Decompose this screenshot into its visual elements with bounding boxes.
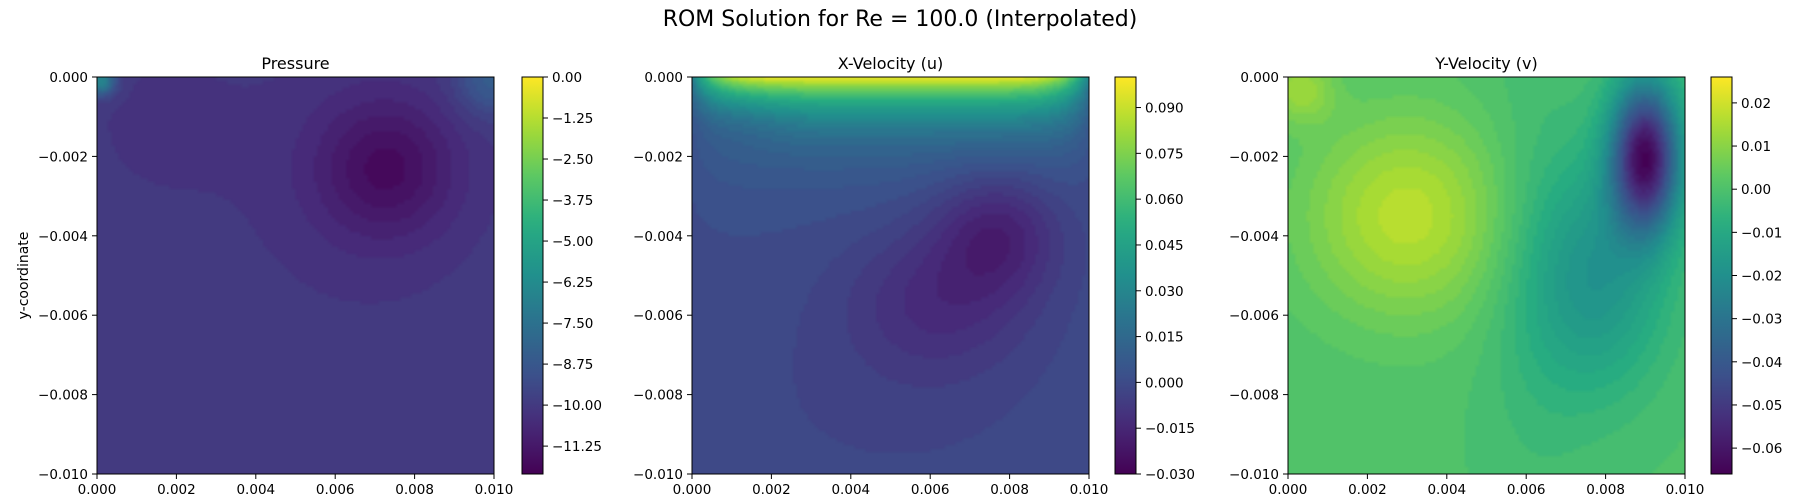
y-tick-label: −0.002 (1229, 149, 1279, 165)
panel-title: Pressure (261, 54, 329, 73)
colorbar-tick-label: −0.06 (1741, 441, 1782, 457)
x-tick-label: 0.006 (316, 482, 355, 498)
heatmap-field (692, 77, 1089, 474)
colorbar-tick-label: 0.00 (1741, 182, 1771, 198)
y-tick-label: −0.004 (38, 229, 88, 245)
colorbar-frame (1114, 76, 1137, 475)
x-tick-label: 0.010 (1666, 482, 1705, 498)
colorbar-tick-label: −0.030 (1145, 467, 1195, 483)
x-tick-label: 0.008 (395, 482, 434, 498)
colorbar-tick-label: 0.02 (1741, 96, 1771, 112)
axes-frame (96, 76, 495, 475)
panel-1: Pressure 0.000 0.002 0.004 0.006 0.008 0.010 0.… (16, 54, 602, 498)
colorbar-tick-label: −0.02 (1741, 269, 1782, 285)
colorbar-tick-label: 0.015 (1145, 330, 1184, 346)
x-tick-label: 0.004 (1427, 482, 1466, 498)
colorbar-frame (521, 76, 544, 475)
panel-2: X-Velocity (u) 0.000 0.002 0.004 0.006 0.008 0… (633, 54, 1195, 498)
colorbar-tick-label: −3.75 (552, 193, 593, 209)
y-tick-label: −0.004 (1229, 229, 1279, 245)
x-tick-label: 0.000 (78, 482, 117, 498)
colorbar-tick-label: 0.090 (1145, 101, 1184, 117)
colorbar-tick-label: −10.00 (552, 398, 602, 414)
panel-title: X-Velocity (u) (838, 54, 943, 73)
panel-3: Y-Velocity (v) 0.000 0.002 0.004 0.006 0.008 0… (1229, 54, 1782, 498)
colorbar-tick-label: −7.50 (552, 316, 593, 332)
panel-title: Y-Velocity (v) (1434, 54, 1538, 73)
x-tick-label: 0.004 (236, 482, 275, 498)
x-tick-label: 0.008 (990, 482, 1029, 498)
y-tick-label: 0.000 (644, 70, 683, 86)
y-tick-label: −0.006 (1229, 308, 1279, 324)
colorbar-tick-label: −5.00 (552, 234, 593, 250)
y-tick-label: 0.000 (49, 70, 88, 86)
x-tick-label: 0.004 (831, 482, 870, 498)
colorbar-tick-label: −11.25 (552, 439, 602, 455)
y-tick-label: −0.006 (38, 308, 88, 324)
y-tick-label: −0.002 (633, 149, 683, 165)
y-tick-label: −0.006 (633, 308, 683, 324)
y-tick-label: −0.008 (633, 388, 683, 404)
colorbar-tick-label: 0.01 (1741, 139, 1771, 155)
colorbar-tick-label: −6.25 (552, 275, 593, 291)
axes-frame (691, 76, 1090, 475)
y-tick-label: 0.000 (1240, 70, 1279, 86)
colorbar-tick-label: 0.000 (1145, 375, 1184, 391)
heatmap-field (97, 77, 494, 474)
colorbar-tick-label: 0.075 (1145, 146, 1184, 162)
x-tick-label: 0.002 (157, 482, 196, 498)
axes-frame (1287, 76, 1686, 475)
colorbar-tick-label: −8.75 (552, 357, 593, 373)
y-tick-label: −0.008 (1229, 388, 1279, 404)
colorbar-tick-label: −2.50 (552, 152, 593, 168)
colorbar-tick-label: −1.25 (552, 111, 593, 127)
x-tick-label: 0.002 (1348, 482, 1387, 498)
colorbar-tick-label: 0.00 (552, 70, 582, 86)
y-tick-label: −0.008 (38, 388, 88, 404)
colorbar-tick-label: 0.060 (1145, 192, 1184, 208)
y-tick-label: −0.010 (1229, 467, 1279, 483)
heatmap-field (1288, 77, 1685, 474)
x-tick-label: 0.000 (673, 482, 712, 498)
x-tick-label: 0.010 (1070, 482, 1109, 498)
colorbar-tick-label: −0.05 (1741, 398, 1782, 414)
panels: Pressure 0.000 0.002 0.004 0.006 0.008 0.010 0.… (16, 54, 1782, 498)
y-tick-label: −0.002 (38, 149, 88, 165)
colorbar-tick-label: −0.01 (1741, 225, 1782, 241)
x-tick-label: 0.008 (1586, 482, 1625, 498)
x-tick-label: 0.000 (1269, 482, 1308, 498)
colorbar-tick-label: −0.015 (1145, 421, 1195, 437)
x-tick-label: 0.010 (475, 482, 514, 498)
colorbar-tick-label: 0.045 (1145, 238, 1184, 254)
colorbar (1115, 77, 1136, 474)
colorbar-tick-label: 0.030 (1145, 284, 1184, 300)
colorbar (522, 77, 543, 474)
x-tick-label: 0.002 (752, 482, 791, 498)
colorbar (1711, 77, 1732, 474)
x-tick-label: 0.006 (911, 482, 950, 498)
y-tick-label: −0.010 (633, 467, 683, 483)
x-tick-label: 0.006 (1507, 482, 1546, 498)
y-tick-label: −0.004 (633, 229, 683, 245)
figure-suptitle: ROM Solution for Re = 100.0 (Interpolate… (663, 7, 1138, 32)
y-tick-label: −0.010 (38, 467, 88, 483)
y-axis-label: y-coordinate (16, 232, 32, 320)
colorbar-tick-label: −0.03 (1741, 312, 1782, 328)
colorbar-tick-label: −0.04 (1741, 355, 1782, 371)
